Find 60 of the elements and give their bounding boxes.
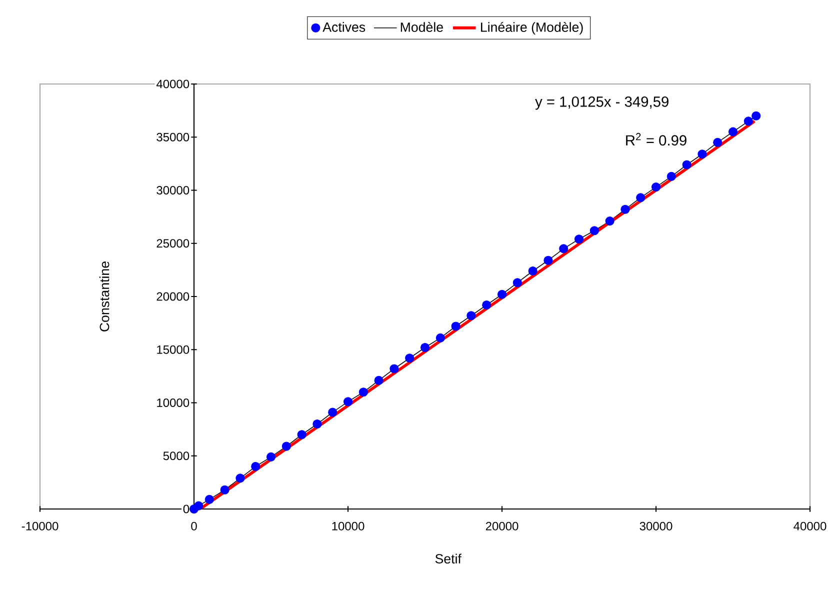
point xyxy=(328,408,338,417)
point xyxy=(358,388,368,397)
point xyxy=(220,485,230,494)
point xyxy=(744,116,753,126)
point xyxy=(698,150,707,159)
point xyxy=(266,452,276,462)
annotation: R$^{2}$ = 0.99 xyxy=(626,132,686,146)
point xyxy=(312,419,322,429)
y-tick-label: 0 xyxy=(183,504,190,514)
point xyxy=(512,278,522,288)
point xyxy=(343,397,353,406)
point xyxy=(682,160,692,170)
x-tick-label: 40000 xyxy=(794,522,826,530)
y-tick-label: 30000 xyxy=(156,186,190,194)
point xyxy=(390,364,399,374)
x-tick-label: 20000 xyxy=(486,522,518,530)
point xyxy=(666,172,676,181)
point xyxy=(651,182,661,192)
y-tick-label: 15000 xyxy=(157,345,190,354)
point xyxy=(420,342,430,352)
legend-label: Linéaire (Modèle) xyxy=(481,22,583,35)
y-tick-label: 20000 xyxy=(156,292,190,301)
point xyxy=(236,474,245,483)
y-tick-label: 35000 xyxy=(156,132,190,142)
point xyxy=(451,322,460,331)
point xyxy=(544,256,553,265)
y-tick-label: 10000 xyxy=(157,398,190,408)
x-tick-label: 10000 xyxy=(332,522,364,530)
point xyxy=(559,244,568,254)
legend-label: Modèle xyxy=(400,22,443,32)
point xyxy=(466,311,476,320)
point xyxy=(590,226,599,236)
point xyxy=(636,193,646,202)
point xyxy=(752,111,761,120)
y-tick-label: 25000 xyxy=(156,239,190,248)
point xyxy=(574,234,584,244)
point xyxy=(528,266,538,276)
point xyxy=(374,376,384,385)
point xyxy=(194,501,204,510)
point xyxy=(728,127,738,136)
point xyxy=(297,430,306,440)
point xyxy=(482,300,492,310)
point xyxy=(282,442,291,451)
x-tick-label: -10000 xyxy=(22,522,58,530)
y-tick-label: 5000 xyxy=(163,452,190,460)
annotation: y = 1,0125x - 349,59 xyxy=(535,96,668,110)
y-axis-title: Constantine xyxy=(99,262,110,332)
y-tick-label: 40000 xyxy=(156,80,190,88)
point xyxy=(497,290,507,299)
point xyxy=(204,494,214,504)
point xyxy=(251,462,260,472)
point xyxy=(436,333,445,342)
x-axis-title: Setif xyxy=(435,554,462,564)
legend-label: Actives xyxy=(322,22,366,32)
x-tick-label: 0 xyxy=(191,522,197,530)
point xyxy=(605,216,614,226)
point xyxy=(713,138,722,147)
x-tick-label: 30000 xyxy=(640,522,672,530)
point xyxy=(620,204,630,214)
point xyxy=(405,354,414,363)
